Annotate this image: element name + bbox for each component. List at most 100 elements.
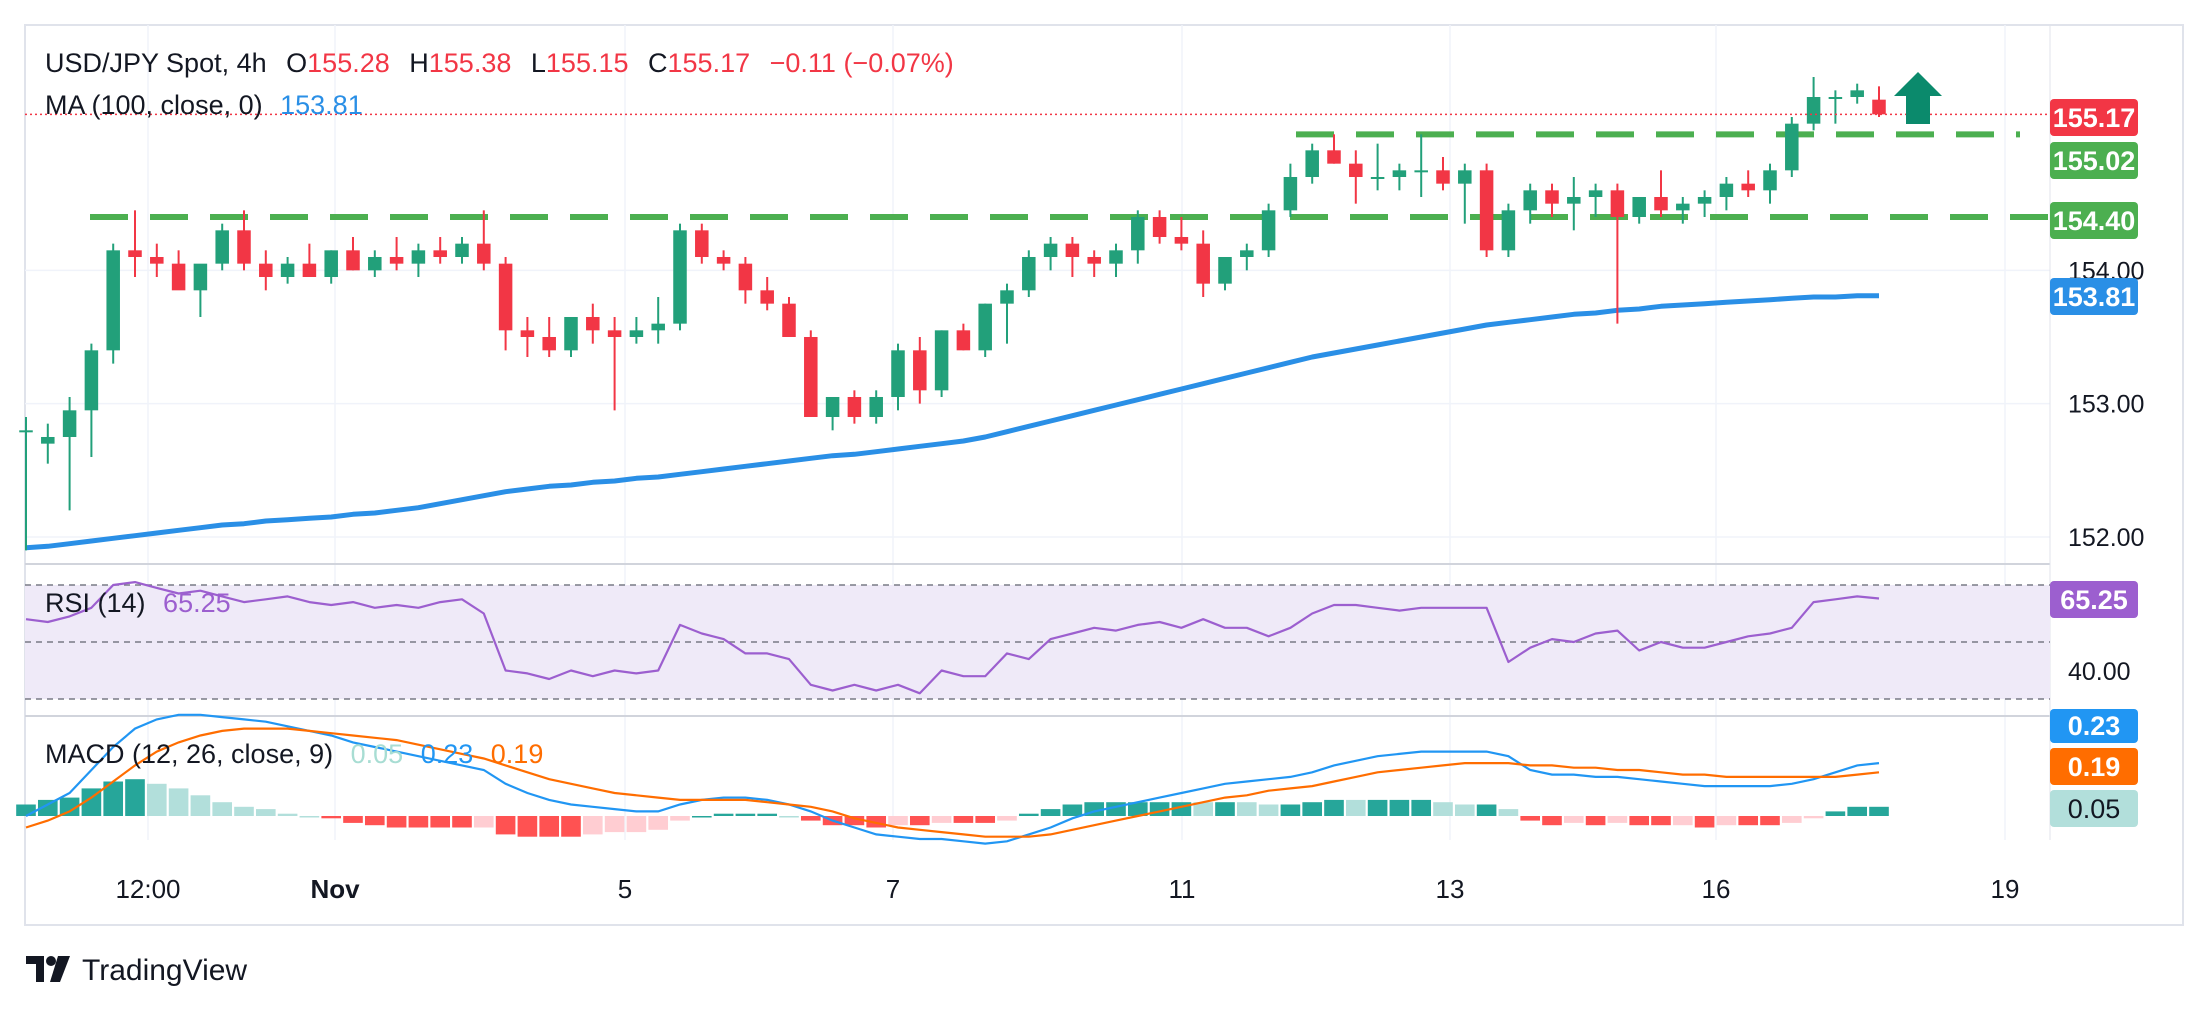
- macd-hist-bar: [1040, 809, 1061, 816]
- close-value: 155.17: [668, 48, 751, 78]
- candle: [1763, 163, 1777, 204]
- candle-body: [1174, 236, 1189, 244]
- legend-ohlc: USD/JPY Spot, 4h O155.28 H155.38 L155.15…: [45, 48, 954, 78]
- macd-hist-bar: [1345, 799, 1366, 816]
- macd-hist-bar: [539, 816, 560, 837]
- macd-hist-bar: [757, 813, 778, 816]
- candle-body: [651, 323, 665, 331]
- candle-body: [891, 350, 905, 397]
- candle: [1000, 283, 1014, 344]
- macd-hist-bar: [604, 816, 625, 833]
- macd-hist-bar: [779, 816, 799, 818]
- low-value: 155.15: [546, 48, 629, 78]
- svg-text:0.19: 0.19: [2068, 752, 2121, 782]
- candle-body: [346, 250, 360, 271]
- candle-body: [825, 396, 840, 417]
- macd-hist-bar: [364, 816, 385, 826]
- macd-hist-bar: [1585, 816, 1606, 826]
- candle-body: [1087, 256, 1101, 264]
- candle: [1588, 183, 1603, 217]
- candle-body: [1763, 170, 1777, 191]
- time-tick: 12:00: [115, 874, 180, 904]
- time-axis[interactable]: 12:00 Nov 5 7 11 13 16 19: [115, 874, 2019, 904]
- candle-body: [215, 230, 229, 264]
- candle: [193, 263, 208, 317]
- candle-body: [41, 436, 55, 444]
- macd-hist-bar: [343, 816, 363, 823]
- candle-body: [1654, 196, 1668, 211]
- candle: [716, 250, 731, 271]
- candle-body: [389, 256, 404, 264]
- macd-label: MACD (12, 26, close, 9): [45, 739, 333, 769]
- candle-body: [956, 330, 971, 351]
- candle-body: [1806, 97, 1821, 124]
- candle: [1240, 243, 1254, 271]
- levels: [90, 131, 2050, 220]
- candle-body: [520, 330, 535, 337]
- open-value: 155.28: [307, 48, 390, 78]
- candle: [477, 210, 491, 271]
- candle-body: [1436, 170, 1450, 184]
- candle: [1479, 163, 1494, 257]
- time-tick: 13: [1436, 874, 1465, 904]
- candle: [1458, 163, 1472, 224]
- candle: [128, 210, 142, 277]
- candle-body: [804, 336, 818, 417]
- candle-body: [782, 303, 796, 337]
- candle: [1283, 163, 1298, 217]
- candle-body: [1240, 250, 1254, 257]
- candle-body: [1610, 190, 1625, 217]
- candle: [455, 236, 469, 264]
- candle-body: [368, 256, 382, 271]
- candle-body: [1000, 290, 1014, 304]
- macd-hist-bar: [1607, 816, 1628, 823]
- candle-body: [411, 250, 426, 264]
- macd-hist-bar: [1324, 799, 1344, 816]
- candle-body: [1218, 256, 1232, 284]
- macd-hist-bar: [648, 816, 669, 830]
- candle-body: [1523, 190, 1537, 211]
- candle: [825, 396, 840, 431]
- candle-body: [913, 350, 927, 391]
- macd-hist-bar: [1193, 802, 1214, 816]
- price-tick: 153.00: [2068, 391, 2144, 419]
- tradingview-logo[interactable]: TradingView: [26, 954, 247, 987]
- candle: [324, 250, 338, 284]
- svg-text:153.81: 153.81: [2053, 282, 2136, 312]
- candle-body: [1327, 150, 1341, 164]
- time-tick: 7: [886, 874, 900, 904]
- time-tick: 11: [1169, 874, 1196, 904]
- macd-hist-bar: [430, 816, 451, 828]
- macd-hist-bar: [1454, 804, 1475, 816]
- macd-hist-bar: [299, 816, 320, 818]
- candle: [869, 390, 883, 424]
- candle: [1654, 170, 1668, 217]
- macd-hist-bar: [1302, 802, 1323, 816]
- time-tick: 5: [618, 874, 632, 904]
- candle: [1174, 216, 1189, 251]
- candle-body: [1196, 243, 1210, 284]
- candle-body: [1370, 176, 1385, 179]
- candle-body: [455, 243, 469, 257]
- candle-body: [1043, 243, 1058, 257]
- macd-hist-bar: [888, 816, 908, 826]
- macd-hist-bar: [37, 799, 58, 816]
- price-tick: 152.00: [2068, 524, 2144, 552]
- macd-hist-bar: [561, 816, 581, 837]
- candle: [1087, 250, 1101, 277]
- macd-hist-bar: [800, 816, 821, 821]
- candle-body: [324, 250, 338, 277]
- macd-hist-bar: [1280, 804, 1301, 816]
- candle-body: [1109, 250, 1123, 264]
- candle: [1850, 83, 1864, 104]
- rsi-layer: [25, 581, 2050, 700]
- ma-layer: [25, 293, 1879, 551]
- hist-badge: 0.05: [2050, 790, 2138, 827]
- macd-hist-bar: [1738, 816, 1759, 826]
- macd-hist-bar: [953, 816, 974, 823]
- candle-body: [1022, 256, 1036, 291]
- candle-body: [978, 303, 992, 351]
- macd-line-value: 0.23: [421, 739, 474, 769]
- candle-body: [1131, 216, 1145, 251]
